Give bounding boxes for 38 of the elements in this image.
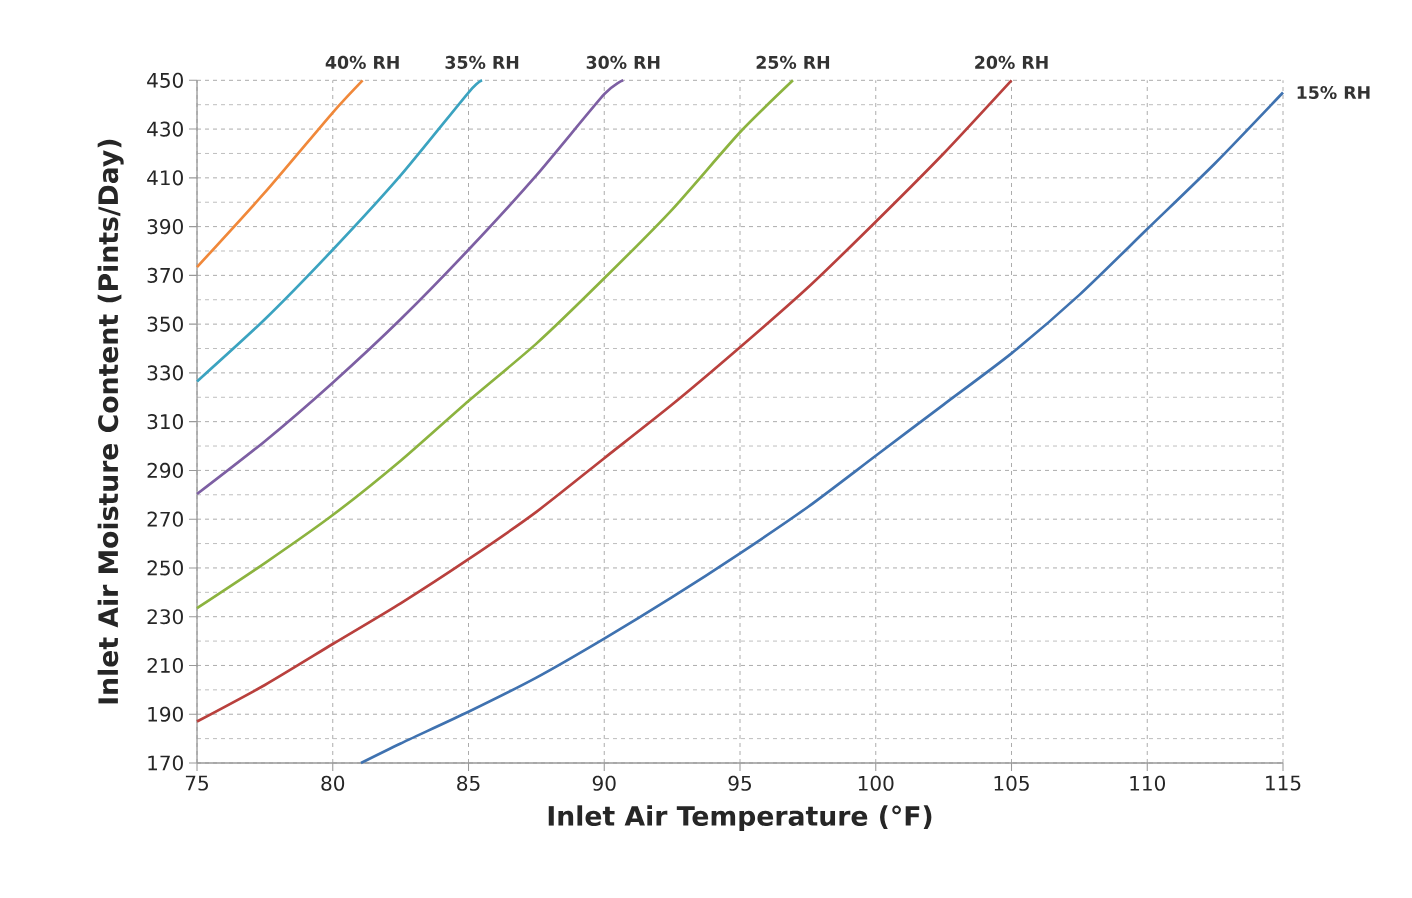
x-axis-title: Inlet Air Temperature (°F): [548, 805, 932, 832]
x-tick-label: 95: [728, 775, 751, 791]
series-label: 30% RH: [586, 55, 660, 69]
line-series: [195, 78, 1013, 723]
line-series: [195, 78, 625, 496]
y-axis-title: Inlet Air Moisture Content (Pints/Day): [97, 139, 124, 704]
y-tick-label: 310: [147, 414, 183, 430]
line-series: [195, 78, 795, 610]
y-tick-label: 430: [147, 121, 183, 137]
x-tick-label: 80: [321, 775, 345, 791]
line-series: [195, 78, 364, 269]
y-tick-label: 370: [147, 267, 183, 283]
y-tick-label: 390: [147, 219, 183, 235]
y-tick-label: 450: [147, 72, 183, 88]
y-tick-label: 410: [147, 170, 183, 186]
series-label: 20% RH: [975, 55, 1048, 69]
series-label: 15% RH: [1297, 85, 1370, 100]
y-tick-label: 270: [147, 511, 183, 527]
y-tick-label: 330: [147, 365, 183, 381]
y-tick-label: 230: [147, 609, 183, 625]
y-tick-label: 170: [148, 755, 183, 771]
y-tick-label: 290: [147, 462, 183, 478]
x-tick-label: 115: [1266, 775, 1301, 791]
series-label: 40% RH: [325, 55, 399, 69]
line-series: [359, 91, 1285, 765]
y-tick-label: 190: [148, 706, 183, 722]
x-tick-label: 110: [1130, 775, 1166, 791]
line-series: [195, 78, 484, 383]
y-tick-label: 210: [147, 657, 183, 674]
x-tick-label: 90: [592, 775, 616, 791]
x-tick-label: 105: [994, 775, 1029, 791]
y-tick-label: 350: [147, 316, 183, 332]
x-tick-label: 100: [858, 775, 894, 791]
x-tick-label: 85: [457, 775, 480, 791]
series-label: 25% RH: [756, 55, 830, 69]
series-label: 35% RH: [445, 55, 519, 69]
y-tick-label: 250: [147, 560, 183, 576]
x-tick-label: 75: [185, 775, 208, 791]
